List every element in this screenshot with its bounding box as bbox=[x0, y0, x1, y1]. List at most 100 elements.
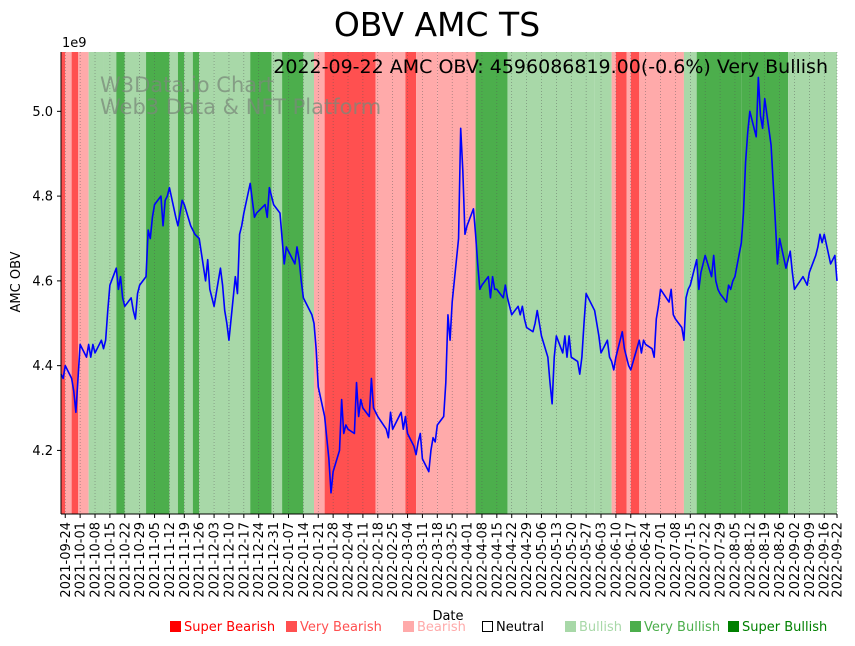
signal-band-16 bbox=[271, 52, 283, 514]
x-tick-label: 2022-03-18 bbox=[431, 522, 446, 598]
x-tick-label: 2021-10-15 bbox=[103, 522, 118, 598]
signal-band-26 bbox=[507, 52, 595, 514]
y-tick-label: 4.4 bbox=[32, 359, 53, 374]
x-tick-label: 2022-06-10 bbox=[609, 522, 624, 598]
signal-band-31 bbox=[630, 52, 640, 514]
legend-item: Super Bullish bbox=[728, 620, 827, 635]
signal-band-30 bbox=[626, 52, 631, 514]
watermark: W3Data.io Chart Web3 Data & NFT Platform bbox=[100, 73, 381, 119]
x-tick-label: 2022-06-17 bbox=[624, 522, 639, 598]
legend-label: Super Bearish bbox=[184, 620, 276, 635]
x-tick-label: 2021-12-31 bbox=[267, 522, 282, 598]
legend-swatch bbox=[286, 621, 297, 632]
x-tick-label: 2022-07-22 bbox=[699, 522, 714, 598]
legend: Super Bearish Very Bearish Bearish Neutral B… bbox=[170, 620, 850, 638]
x-tick-label: 2021-11-12 bbox=[163, 522, 178, 598]
x-tick-label: 2021-10-22 bbox=[118, 522, 133, 598]
series-line-0 bbox=[60, 76, 838, 494]
x-tick-label: 2022-08-05 bbox=[728, 522, 743, 598]
signal-band-14 bbox=[214, 52, 251, 514]
x-tick-label: 2021-12-24 bbox=[252, 522, 267, 598]
signal-band-0 bbox=[61, 52, 66, 514]
x-tick-label: 2022-07-15 bbox=[684, 522, 699, 598]
x-tick-label: 2022-01-14 bbox=[297, 522, 312, 598]
signal-band-24 bbox=[437, 52, 476, 514]
legend-item: Very Bearish bbox=[286, 620, 382, 635]
signal-band-1 bbox=[65, 52, 72, 514]
legend-label: Very Bearish bbox=[300, 620, 382, 635]
x-tick-label: 2021-10-08 bbox=[89, 522, 104, 598]
signal-band-27 bbox=[594, 52, 612, 514]
x-tick-label: 2022-02-25 bbox=[386, 522, 401, 598]
latest-value-annotation: 2022-09-22 AMC OBV: 4596086819.00(-0.6%)… bbox=[273, 56, 828, 78]
x-tick-label: 2022-04-22 bbox=[505, 522, 520, 598]
signal-background bbox=[61, 52, 837, 514]
x-tick-label: 2022-09-22 bbox=[831, 522, 846, 598]
chart-title: OBV AMC TS bbox=[334, 5, 540, 44]
x-tick-label: 2022-07-08 bbox=[669, 522, 684, 598]
signal-band-34 bbox=[696, 52, 742, 514]
signal-band-8 bbox=[146, 52, 170, 514]
x-tick-label: 2022-07-01 bbox=[654, 522, 669, 598]
x-tick-label: 2022-08-19 bbox=[758, 522, 773, 598]
legend-label: Bullish bbox=[579, 620, 623, 635]
x-tick-label: 2022-01-28 bbox=[327, 522, 342, 598]
x-tick-label: 2021-10-29 bbox=[133, 522, 148, 598]
y-multiplier-label: 1e9 bbox=[62, 36, 87, 51]
x-tick-label: 2022-05-06 bbox=[535, 522, 550, 598]
x-tick-label: 2022-09-16 bbox=[818, 522, 833, 598]
x-tick-label: 2021-12-17 bbox=[237, 522, 252, 598]
signal-band-36 bbox=[788, 52, 837, 514]
signal-band-19 bbox=[313, 52, 325, 514]
signal-band-4 bbox=[88, 52, 104, 514]
legend-label: Very Bullish bbox=[644, 620, 721, 635]
x-tick-label: 2022-08-12 bbox=[743, 522, 758, 598]
x-tick-label: 2022-03-04 bbox=[401, 522, 416, 598]
y-tick-label: 5.0 bbox=[32, 105, 53, 120]
x-tick-label: 2022-04-29 bbox=[520, 522, 535, 598]
signal-band-21 bbox=[375, 52, 406, 514]
signal-band-15 bbox=[250, 52, 272, 514]
legend-swatch bbox=[403, 621, 414, 632]
signal-band-23 bbox=[416, 52, 438, 514]
x-tick-label: 2022-09-09 bbox=[803, 522, 818, 598]
x-axis-label: Date bbox=[432, 609, 463, 624]
legend-swatch bbox=[170, 621, 181, 632]
x-tick-label: 2022-06-24 bbox=[639, 522, 654, 598]
legend-swatch bbox=[630, 621, 641, 632]
signal-band-12 bbox=[192, 52, 200, 514]
legend-item: Neutral bbox=[482, 620, 544, 635]
legend-item: Very Bullish bbox=[630, 620, 720, 635]
x-tick-label: 2022-01-07 bbox=[282, 522, 297, 598]
signal-band-28 bbox=[611, 52, 616, 514]
x-tick-label: 2022-05-20 bbox=[565, 522, 580, 598]
signal-band-32 bbox=[639, 52, 684, 514]
x-tick-label: 2022-05-13 bbox=[550, 522, 565, 598]
x-tick-label: 2021-10-01 bbox=[74, 522, 89, 598]
signal-band-3 bbox=[78, 52, 89, 514]
signal-band-2 bbox=[71, 52, 79, 514]
signal-band-22 bbox=[405, 52, 417, 514]
legend-item: Super Bearish bbox=[170, 620, 275, 635]
y-axis-label: AMC OBV bbox=[9, 251, 24, 312]
x-tick-label: 2022-02-11 bbox=[356, 522, 371, 598]
signal-band-13 bbox=[199, 52, 215, 514]
x-tick-label: 2021-11-05 bbox=[148, 522, 163, 598]
x-tick-label: 2021-12-03 bbox=[208, 522, 223, 598]
signal-band-7 bbox=[124, 52, 147, 514]
signal-band-11 bbox=[184, 52, 193, 514]
x-tick-label: 2022-04-01 bbox=[461, 522, 476, 598]
x-tick-label: 2022-02-18 bbox=[371, 522, 386, 598]
x-tick-label: 2021-09-24 bbox=[59, 522, 74, 598]
x-tick-label: 2022-09-02 bbox=[788, 522, 803, 598]
x-tick-label: 2022-05-27 bbox=[580, 522, 595, 598]
y-tick-label: 4.8 bbox=[32, 190, 53, 205]
x-tick-label: 2022-06-03 bbox=[595, 522, 610, 598]
y-tick-label: 4.2 bbox=[32, 444, 53, 459]
x-tick-label: 2021-11-19 bbox=[178, 522, 193, 598]
obv-series bbox=[60, 76, 838, 494]
x-tick-label: 2022-08-26 bbox=[773, 522, 788, 598]
x-tick-label: 2021-12-10 bbox=[222, 522, 237, 598]
